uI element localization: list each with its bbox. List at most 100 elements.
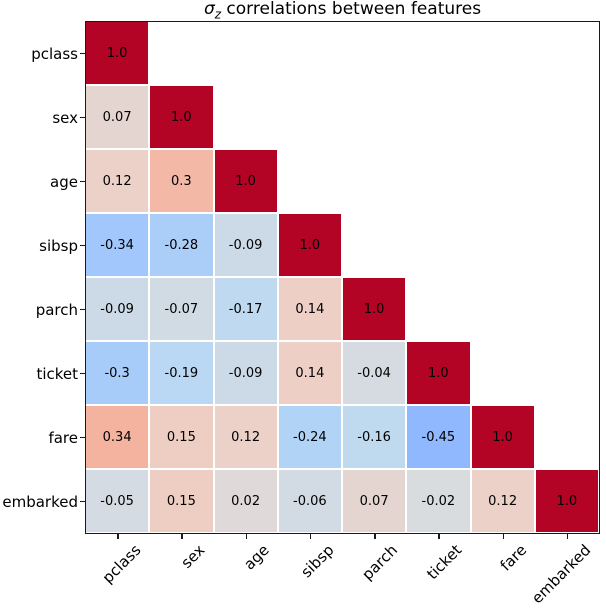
- cell-value: -0.34: [100, 237, 134, 253]
- heatmap-cell: 1.0: [343, 278, 406, 340]
- heatmap-cell: 0.07: [343, 470, 406, 532]
- cell-value: -0.09: [228, 237, 263, 253]
- cell-value: -0.28: [164, 237, 199, 253]
- y-tick-mark: [80, 117, 85, 119]
- x-tick-mark: [438, 534, 440, 539]
- cell-value: 0.34: [102, 429, 132, 445]
- heatmap-cell: 1.0: [535, 470, 598, 532]
- heatmap-cell: -0.45: [407, 406, 470, 468]
- y-tick-label-age: age: [50, 172, 78, 191]
- x-tick-label-embarked: embarked: [527, 541, 595, 608]
- cell-value: -0.02: [421, 493, 456, 509]
- heatmap-cell: 0.15: [150, 470, 213, 532]
- x-tick-mark: [245, 534, 248, 539]
- heatmap-cell: -0.09: [214, 342, 277, 404]
- heatmap-cell: 0.14: [278, 278, 341, 340]
- y-tick-label-pclass: pclass: [31, 44, 78, 63]
- y-tick-label-fare: fare: [48, 428, 78, 447]
- heatmap-cell: -0.28: [150, 214, 213, 276]
- heatmap-cell: 0.07: [86, 86, 149, 148]
- heatmap-cell: 1.0: [278, 214, 341, 276]
- y-tick-mark: [80, 181, 85, 183]
- cell-value: -0.45: [421, 429, 456, 445]
- cell-value: -0.05: [100, 493, 134, 509]
- heatmap-axes: 1.0 0.07 1.0 0.12 0.3 1.0 -0.34 -0.28 -0.09 1.0 -0…: [85, 21, 600, 534]
- chart-title: σz correlations between features: [85, 0, 600, 24]
- x-tick-label-sibsp: sibsp: [296, 541, 338, 582]
- heatmap-cell: -0.09: [214, 214, 277, 276]
- heatmap-cell: 0.12: [86, 150, 149, 212]
- heatmap-cell: 1.0: [214, 150, 277, 212]
- x-tick-label-pclass: pclass: [98, 541, 145, 587]
- heatmap-cell: 0.12: [214, 406, 277, 468]
- heatmap-cell: -0.16: [343, 406, 406, 468]
- cell-value: -0.16: [357, 429, 391, 445]
- cell-value: 0.3: [171, 173, 192, 189]
- x-tick-mark: [309, 534, 312, 539]
- y-tick-mark: [80, 309, 85, 311]
- cell-value: 0.12: [488, 493, 518, 509]
- heatmap-cell: -0.09: [86, 278, 149, 340]
- cell-value: -0.06: [293, 493, 327, 509]
- x-tick-label-age: age: [240, 541, 273, 574]
- x-tick-mark: [181, 534, 183, 539]
- x-tick-label-fare: fare: [496, 541, 530, 575]
- cell-value: -0.19: [164, 365, 199, 381]
- x-tick-mark: [117, 534, 119, 539]
- x-tick-label-parch: parch: [358, 541, 402, 584]
- sigma-subscript: z: [214, 7, 222, 22]
- cell-value: 0.07: [102, 109, 132, 125]
- y-tick-label-parch: parch: [35, 300, 78, 319]
- heatmap-cell: 0.34: [86, 406, 149, 468]
- cell-value: 1.0: [299, 237, 321, 253]
- heatmap-cell: -0.3: [86, 342, 149, 404]
- heatmap-cell: -0.19: [150, 342, 213, 404]
- cell-value: -0.17: [228, 301, 263, 317]
- cell-value: -0.07: [164, 301, 199, 317]
- cell-value: 1.0: [428, 365, 449, 381]
- x-tick-label-sex: sex: [177, 541, 209, 572]
- y-tick-label-sibsp: sibsp: [39, 236, 78, 255]
- x-tick-mark: [374, 534, 376, 539]
- cell-value: 0.14: [295, 365, 325, 381]
- cell-value: 1.0: [363, 301, 385, 317]
- cell-value: 0.14: [295, 301, 325, 317]
- cell-value: 1.0: [106, 45, 128, 61]
- cell-value: 0.15: [166, 429, 196, 445]
- heatmap-cell: 1.0: [407, 342, 470, 404]
- heatmap-cell: 1.0: [86, 22, 149, 84]
- heatmap-cell: -0.34: [86, 214, 149, 276]
- cell-value: 0.15: [166, 493, 196, 509]
- cell-value: 1.0: [171, 109, 192, 125]
- y-tick-label-sex: sex: [52, 108, 78, 127]
- cell-value: -0.09: [228, 365, 263, 381]
- y-tick-mark: [80, 373, 85, 375]
- y-tick-mark: [80, 437, 85, 439]
- heatmap-cell: 1.0: [150, 86, 213, 148]
- y-tick-label-embarked: embarked: [2, 492, 78, 511]
- cell-value: -0.04: [357, 365, 391, 381]
- y-tick-mark: [80, 245, 85, 247]
- cell-value: -0.09: [100, 301, 134, 317]
- chart-title-text: correlations between features: [221, 0, 482, 19]
- cell-value: 1.0: [492, 429, 513, 445]
- y-tick-mark: [80, 501, 85, 503]
- heatmap-cell: -0.02: [407, 470, 470, 532]
- heatmap-cell: -0.24: [278, 406, 341, 468]
- cell-value: 0.02: [231, 493, 261, 509]
- x-tick-mark: [566, 534, 569, 539]
- cell-value: -0.3: [104, 365, 130, 381]
- cell-value: -0.24: [293, 429, 327, 445]
- sigma-symbol: σ: [203, 0, 215, 19]
- x-tick-mark: [502, 534, 505, 539]
- cell-value: 1.0: [235, 173, 256, 189]
- heatmap-cell: 0.3: [150, 150, 213, 212]
- heatmap-cell: -0.06: [278, 470, 341, 532]
- cell-value: 0.12: [102, 173, 132, 189]
- heatmap-cell: 0.12: [471, 470, 534, 532]
- cell-value: 0.12: [231, 429, 261, 445]
- cell-value: 1.0: [556, 493, 578, 509]
- x-tick-label-ticket: ticket: [423, 541, 466, 584]
- heatmap-cell: -0.17: [214, 278, 277, 340]
